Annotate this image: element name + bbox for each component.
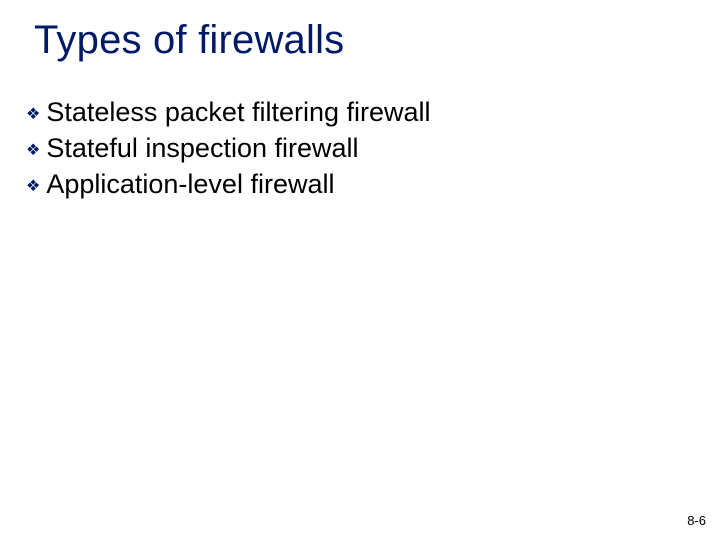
diamond-bullet-icon: ❖ [26,105,40,125]
slide: Types of firewalls ❖ Stateless packet fi… [0,0,720,540]
page-number: 8-6 [687,513,706,528]
bullet-text: Stateful inspection firewall [46,132,358,166]
bullet-list: ❖ Stateless packet filtering firewall ❖ … [26,96,694,203]
diamond-bullet-icon: ❖ [26,177,40,197]
list-item: ❖ Stateful inspection firewall [26,132,694,166]
bullet-text: Application-level firewall [46,168,334,202]
bullet-text: Stateless packet filtering firewall [46,96,430,130]
list-item: ❖ Application-level firewall [26,168,694,202]
list-item: ❖ Stateless packet filtering firewall [26,96,694,130]
diamond-bullet-icon: ❖ [26,141,40,161]
slide-title: Types of firewalls [34,18,344,63]
